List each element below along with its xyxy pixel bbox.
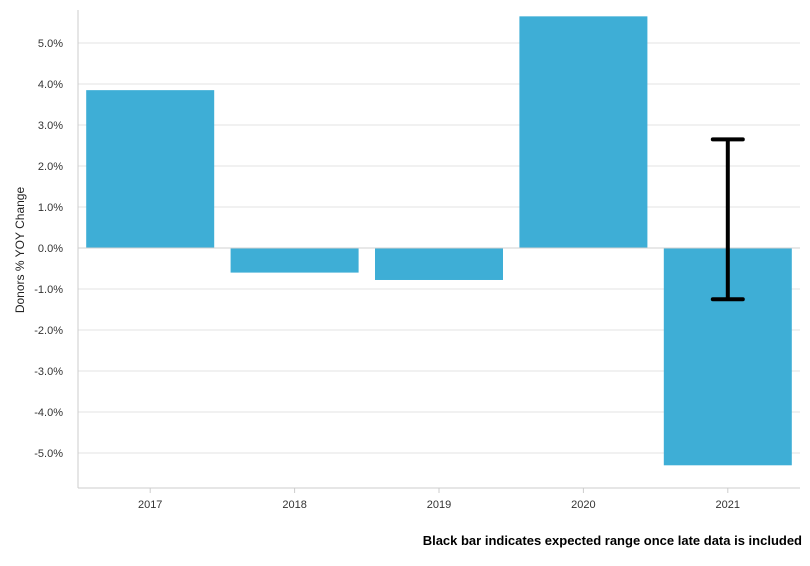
bar-2018 [230,248,359,273]
error-bar-group [710,137,745,302]
bar-2017 [86,90,215,249]
x-tick-labels: 2017 2018 2019 2020 2021 [138,499,740,511]
y-tick-label: 1.0% [38,202,63,214]
y-tick-label: 3.0% [38,120,63,132]
y-tick-label: 0.0% [38,243,63,255]
x-tick-label: 2020 [571,499,595,511]
bars [86,16,792,466]
bar-2019 [375,248,503,280]
y-axis-label: Donors % YOY Change [13,187,27,314]
y-tick-label: 4.0% [38,79,63,91]
x-tick-label: 2021 [716,499,740,511]
x-tick-label: 2017 [138,499,162,511]
y-tick-label: -3.0% [34,366,63,378]
chart-note: Black bar indicates expected range once … [422,533,802,548]
y-tick-label: 2.0% [38,161,63,173]
bar-2020 [519,16,648,248]
y-tick-label: -1.0% [34,284,63,296]
x-tick-label: 2018 [282,499,306,511]
y-tick-label: -4.0% [34,407,63,419]
y-tick-label: -2.0% [34,325,63,337]
y-tick-label: -5.0% [34,448,63,460]
axes [77,10,800,493]
y-tick-labels: 5.0% 4.0% 3.0% 2.0% 1.0% 0.0% -1.0% -2.0% -3.0% -… [34,38,63,460]
x-tick-label: 2019 [427,499,451,511]
y-tick-label: 5.0% [38,38,63,50]
